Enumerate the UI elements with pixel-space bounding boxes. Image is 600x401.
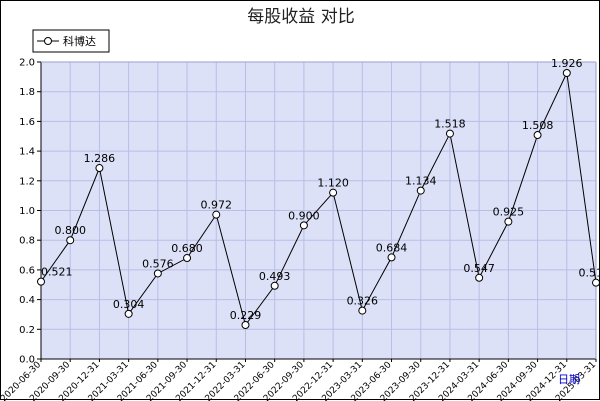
data-point-marker[interactable]	[505, 218, 512, 225]
data-point-marker[interactable]	[154, 270, 161, 277]
data-label: 1.120	[317, 177, 349, 190]
data-label: 1.508	[522, 119, 554, 132]
data-label: 0.684	[376, 241, 408, 254]
y-tick-label: 1.8	[19, 87, 35, 98]
legend-label: 科博达	[63, 34, 96, 48]
data-point-marker[interactable]	[563, 69, 570, 76]
data-point-marker[interactable]	[446, 130, 453, 137]
data-label: 0.514	[579, 267, 600, 280]
data-label: 0.521	[41, 266, 73, 279]
data-label: 0.972	[201, 199, 233, 212]
y-tick-label: 1.4	[19, 147, 35, 158]
data-point-marker[interactable]	[96, 165, 103, 172]
data-label: 0.326	[347, 295, 379, 308]
data-point-marker[interactable]	[213, 211, 220, 218]
y-tick-label: 1.6	[19, 117, 35, 128]
data-point-marker[interactable]	[38, 278, 45, 285]
x-axis-ticks: 2020-06-302020-09-302020-12-312021-03-31…	[1, 359, 598, 401]
data-point-marker[interactable]	[242, 321, 249, 328]
data-label: 1.286	[84, 152, 116, 165]
x-axis-label: 日期	[558, 373, 580, 386]
y-axis-ticks: 0.00.20.40.60.81.01.21.41.61.82.0	[19, 58, 41, 366]
data-point-marker[interactable]	[300, 222, 307, 229]
data-label: 1.518	[434, 118, 466, 131]
data-label: 0.680	[171, 242, 203, 255]
chart-title: 每股收益 对比	[247, 7, 354, 27]
data-label: 0.576	[142, 257, 174, 270]
y-tick-label: 1.2	[19, 176, 35, 187]
data-point-marker[interactable]	[125, 310, 132, 317]
data-point-marker[interactable]	[67, 237, 74, 244]
legend[interactable]: 科博达	[33, 30, 109, 52]
data-point-marker[interactable]	[417, 187, 424, 194]
data-point-marker[interactable]	[359, 307, 366, 314]
y-tick-label: 0.6	[19, 265, 35, 276]
data-point-marker[interactable]	[476, 274, 483, 281]
y-tick-label: 0.2	[19, 325, 35, 336]
data-point-marker[interactable]	[330, 189, 337, 196]
y-tick-label: 0.8	[19, 236, 35, 247]
data-point-marker[interactable]	[593, 279, 600, 286]
data-label: 0.800	[54, 224, 86, 237]
data-point-marker[interactable]	[184, 255, 191, 262]
data-label: 0.229	[230, 309, 262, 322]
y-tick-label: 1.0	[19, 206, 35, 217]
data-point-marker[interactable]	[271, 282, 278, 289]
data-label: 1.926	[551, 57, 583, 70]
data-label: 0.493	[259, 270, 291, 283]
data-label: 1.134	[405, 175, 437, 188]
data-label: 0.304	[113, 298, 145, 311]
data-point-marker[interactable]	[534, 132, 541, 139]
y-tick-label: 0.4	[19, 295, 35, 306]
y-tick-label: 2.0	[19, 58, 35, 69]
legend-marker-icon	[45, 38, 52, 45]
data-label: 0.900	[288, 209, 320, 222]
data-label: 0.925	[493, 206, 525, 219]
data-label: 0.547	[463, 262, 495, 275]
data-point-marker[interactable]	[388, 254, 395, 261]
